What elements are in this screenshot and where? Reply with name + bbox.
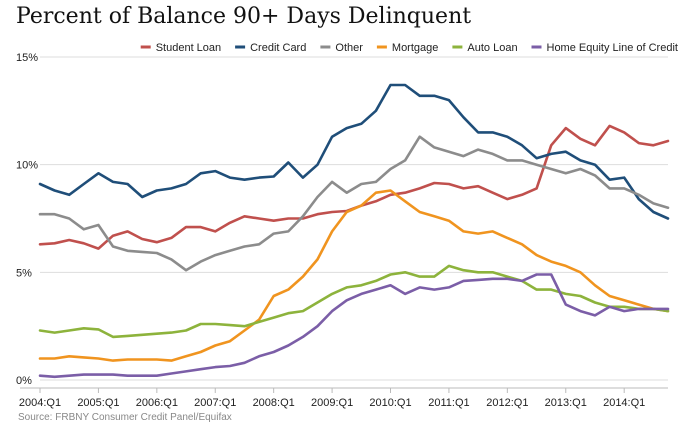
x-tick-label: 2009:Q1 (311, 397, 353, 409)
legend-label: Credit Card (250, 42, 306, 54)
legend-item-student-loan: Student Loan (140, 42, 221, 54)
x-tick-label: 2007:Q1 (194, 397, 236, 409)
legend-label: Student Loan (156, 42, 221, 54)
x-tick-label: 2013:Q1 (545, 397, 587, 409)
legend: Student Loan Credit Card Other Mortgage Auto… (140, 42, 678, 54)
legend-label: Home Equity Line of Credit (547, 42, 678, 54)
y-tick-label: 5% (16, 267, 32, 279)
series-line-auto-loan (38, 264, 670, 339)
legend-item-credit-card: Credit Card (235, 42, 306, 54)
chart-source: Source: FRBNY Consumer Credit Panel/Equi… (18, 412, 232, 423)
legend-label: Auto Loan (467, 42, 517, 54)
x-tick-label: 2004:Q1 (19, 397, 61, 409)
x-tick-label: 2010:Q1 (369, 397, 411, 409)
series-line-mortgage (38, 189, 670, 362)
y-tick-label: 10% (16, 160, 38, 172)
y-tick-label: 0% (16, 375, 32, 387)
series-line-other (38, 135, 670, 272)
legend-item-auto-loan: Auto Loan (452, 42, 518, 54)
legend-label: Other (335, 42, 363, 54)
x-tick-label: 2006:Q1 (136, 397, 178, 409)
series-line-credit-card (38, 83, 670, 220)
chart-title: Percent of Balance 90+ Days Delinquent (16, 4, 472, 29)
legend-item-other: Other (320, 42, 363, 54)
y-tick-label: 15% (16, 52, 38, 64)
series-line-home-equity-line-of-credit (38, 273, 670, 379)
x-axis: 2004:Q1 2005:Q1 2006:Q1 2007:Q1 2008:Q1 2009:… (19, 387, 668, 409)
x-tick-label: 2008:Q1 (253, 397, 295, 409)
x-tick-label: 2011:Q1 (428, 397, 469, 409)
x-tick-label: 2014:Q1 (603, 397, 645, 409)
legend-item-mortgage: Mortgage (376, 42, 438, 54)
x-tick-label: 2012:Q1 (486, 397, 528, 409)
series-lines (38, 83, 670, 379)
legend-item-home-equity-line-of-credit: Home Equity Line of Credit (531, 42, 678, 54)
x-tick-label: 2005:Q1 (77, 397, 119, 409)
y-axis: 0% 5% 10% 15% (16, 52, 38, 387)
legend-label: Mortgage (392, 42, 438, 54)
grid (40, 56, 668, 381)
